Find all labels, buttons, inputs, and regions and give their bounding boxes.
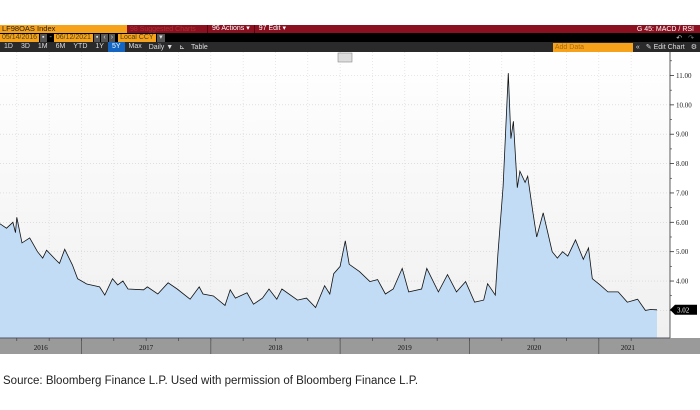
x-tick-label: 2017	[139, 344, 154, 352]
range-toolbar: 1D 3D 1M 6M YTD 1Y 5Y Max Daily ▼ ⊾ Table Add D…	[0, 42, 700, 52]
y-tick-label: 6.00	[676, 219, 689, 227]
y-tick-label: 7.00	[676, 189, 689, 197]
calendar-icon[interactable]: ▪	[40, 33, 47, 42]
range-6m[interactable]: 6M	[55, 43, 66, 50]
x-tick-label: 2021	[621, 344, 636, 352]
range-1m[interactable]: 1M	[37, 43, 48, 50]
range-ytd[interactable]: YTD	[73, 43, 88, 50]
range-max[interactable]: Max	[128, 43, 142, 50]
x-tick-label: 2018	[268, 344, 283, 352]
collapse-button[interactable]: «	[635, 43, 640, 51]
redo-button[interactable]: ↷	[688, 34, 694, 42]
chart-type-icon[interactable]: ⊾	[179, 44, 186, 51]
end-date-input[interactable]: 06/12/2021	[53, 33, 93, 42]
y-tick-label: 8.00	[676, 160, 689, 168]
add-data-input[interactable]: Add Data	[552, 42, 633, 52]
range-3d[interactable]: 3D	[20, 43, 30, 50]
y-tick-label: 10.00	[676, 101, 692, 109]
y-tick-label: 5.00	[676, 248, 689, 256]
settings-gear-icon[interactable]: ⚙	[690, 44, 697, 51]
spread-area	[0, 73, 657, 338]
start-date-input[interactable]: 05/14/2016	[0, 33, 40, 42]
table-button[interactable]: Table	[191, 43, 208, 51]
ticker-field[interactable]: LF98OAS Index	[0, 25, 127, 33]
spread-line	[0, 73, 658, 311]
x-tick-label: 2016	[34, 344, 49, 352]
prev-arrow-icon[interactable]: ‹	[101, 33, 108, 42]
edit-menu[interactable]: 97 Edit ▾	[253, 25, 290, 33]
range-5y[interactable]: 5Y	[107, 42, 125, 52]
range-1d[interactable]: 1D	[4, 43, 13, 50]
calendar-icon[interactable]: ▪	[93, 33, 101, 42]
x-tick-label: 2019	[398, 344, 413, 352]
chevron-down-icon[interactable]: ▾	[157, 33, 165, 42]
currency-select[interactable]: Local CCY	[118, 33, 157, 42]
chart-toggle-icon[interactable]	[337, 52, 353, 63]
title-bar: LF98OAS Index 98 Suggested Charts 96 Act…	[0, 25, 700, 33]
x-tick-label: 2020	[527, 344, 542, 352]
chart-template[interactable]: G 45: MACD / RSI	[636, 25, 694, 33]
source-caption: Source: Bloomberg Finance L.P. Used with…	[3, 375, 419, 387]
y-tick-label: 4.00	[676, 278, 689, 286]
price-chart: 4.00 5.00 6.00 7.00 8.00 9.00 10.00 11.00 3.02 2…	[0, 52, 700, 354]
next-arrow-icon[interactable]: ›	[108, 33, 116, 42]
y-tick-label: 9.00	[676, 131, 689, 139]
edit-chart-button[interactable]: ✎ Edit Chart	[645, 44, 685, 51]
frequency-select[interactable]: Daily ▼	[148, 43, 174, 51]
suggested-charts-button[interactable]: 98 Suggested Charts	[130, 25, 196, 33]
last-value-badge	[670, 304, 697, 315]
undo-button[interactable]: ↶	[676, 34, 683, 42]
actions-menu[interactable]: 96 Actions ▾	[207, 25, 254, 33]
last-value-label: 3.02	[677, 306, 690, 314]
y-tick-label: 11.00	[676, 72, 692, 80]
date-controls: 05/14/2016 ▪ - 06/12/2021 ▪ ‹ › Local CC…	[0, 33, 700, 42]
range-1y[interactable]: 1Y	[95, 43, 104, 50]
